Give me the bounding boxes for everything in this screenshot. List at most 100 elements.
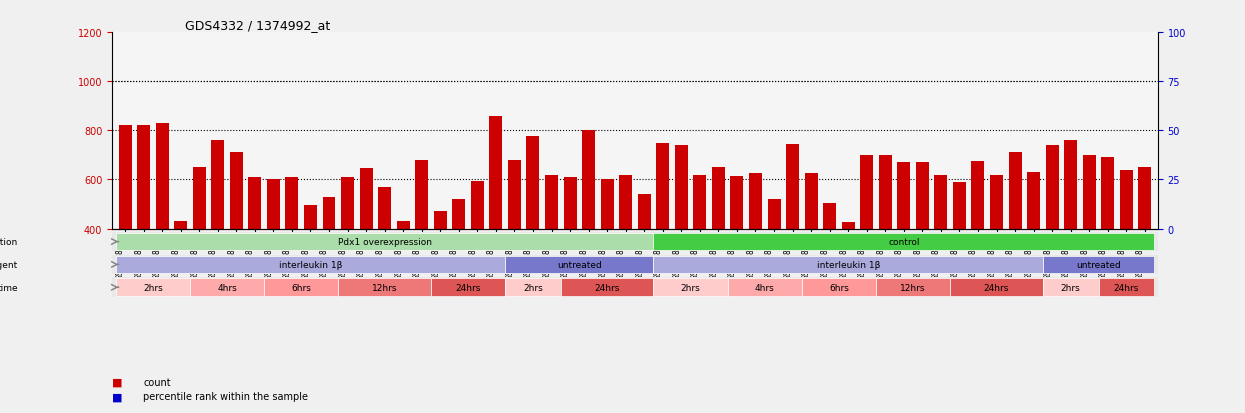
Bar: [505, 279, 560, 297]
Bar: [654, 256, 1043, 273]
Bar: [842, 223, 854, 327]
Bar: [505, 256, 654, 273]
Text: GDS4332 / 1374992_at: GDS4332 / 1374992_at: [186, 19, 330, 32]
Bar: [876, 279, 950, 297]
Text: agent: agent: [0, 260, 17, 269]
Bar: [727, 279, 802, 297]
Bar: [266, 180, 280, 327]
Text: control: control: [888, 237, 920, 247]
Bar: [431, 279, 505, 297]
Bar: [190, 279, 264, 297]
Text: 4hrs: 4hrs: [754, 283, 774, 292]
Bar: [879, 156, 891, 327]
Bar: [471, 181, 484, 327]
Bar: [416, 160, 428, 327]
Bar: [452, 199, 466, 327]
Text: genotype/variation: genotype/variation: [0, 237, 17, 247]
Bar: [360, 169, 372, 327]
Bar: [1098, 279, 1154, 297]
Text: count: count: [143, 377, 171, 387]
Bar: [174, 222, 187, 327]
Text: 12hrs: 12hrs: [372, 283, 397, 292]
Bar: [1027, 173, 1040, 327]
Text: 4hrs: 4hrs: [217, 283, 237, 292]
Bar: [137, 126, 151, 327]
Text: 12hrs: 12hrs: [900, 283, 926, 292]
Bar: [731, 176, 743, 327]
Text: time: time: [0, 283, 17, 292]
Text: 2hrs: 2hrs: [1061, 283, 1081, 292]
Text: 2hrs: 2hrs: [143, 283, 163, 292]
Text: percentile rank within the sample: percentile rank within the sample: [143, 392, 309, 401]
Bar: [898, 163, 910, 327]
Bar: [339, 279, 431, 297]
Bar: [950, 279, 1043, 297]
Bar: [489, 116, 503, 327]
Bar: [583, 131, 595, 327]
Bar: [1064, 141, 1077, 327]
Bar: [654, 279, 727, 297]
Bar: [786, 145, 799, 327]
Bar: [545, 175, 558, 327]
Text: 6hrs: 6hrs: [829, 283, 849, 292]
Bar: [1138, 168, 1152, 327]
Text: 24hrs: 24hrs: [594, 283, 620, 292]
Bar: [1102, 158, 1114, 327]
Bar: [156, 123, 168, 327]
Bar: [1043, 256, 1154, 273]
Bar: [116, 279, 190, 297]
Bar: [767, 199, 781, 327]
Text: ■: ■: [112, 392, 122, 401]
Text: 6hrs: 6hrs: [291, 283, 311, 292]
Bar: [916, 163, 929, 327]
Text: Pdx1 overexpression: Pdx1 overexpression: [337, 237, 432, 247]
Bar: [564, 178, 576, 327]
Bar: [600, 180, 614, 327]
Bar: [304, 206, 317, 327]
Bar: [230, 153, 243, 327]
Bar: [1046, 146, 1058, 327]
Bar: [116, 233, 654, 251]
Bar: [322, 197, 335, 327]
Bar: [1083, 156, 1096, 327]
Bar: [1008, 153, 1022, 327]
Bar: [1119, 170, 1133, 327]
Bar: [675, 146, 687, 327]
Bar: [193, 168, 205, 327]
Bar: [341, 178, 354, 327]
Bar: [693, 175, 706, 327]
Text: 24hrs: 24hrs: [984, 283, 1010, 292]
Bar: [637, 195, 651, 327]
Bar: [860, 156, 873, 327]
Bar: [1043, 279, 1098, 297]
Bar: [823, 203, 837, 327]
Bar: [212, 141, 224, 327]
Bar: [118, 126, 132, 327]
Text: untreated: untreated: [1076, 260, 1120, 269]
Bar: [990, 175, 1003, 327]
Text: interleukin 1β: interleukin 1β: [279, 260, 342, 269]
Bar: [508, 160, 520, 327]
Bar: [560, 279, 654, 297]
Bar: [935, 175, 947, 327]
Text: 2hrs: 2hrs: [523, 283, 543, 292]
Bar: [285, 178, 299, 327]
Text: ■: ■: [112, 377, 122, 387]
Text: interleukin 1β: interleukin 1β: [817, 260, 880, 269]
Bar: [264, 279, 339, 297]
Bar: [116, 256, 505, 273]
Bar: [712, 168, 725, 327]
Bar: [802, 279, 876, 297]
Bar: [527, 137, 539, 327]
Bar: [433, 212, 447, 327]
Bar: [749, 174, 762, 327]
Bar: [619, 175, 632, 327]
Text: 24hrs: 24hrs: [1113, 283, 1139, 292]
Text: 24hrs: 24hrs: [456, 283, 481, 292]
Text: 2hrs: 2hrs: [681, 283, 701, 292]
Bar: [952, 183, 966, 327]
Bar: [656, 143, 670, 327]
Bar: [804, 174, 818, 327]
Bar: [654, 233, 1154, 251]
Bar: [378, 188, 391, 327]
